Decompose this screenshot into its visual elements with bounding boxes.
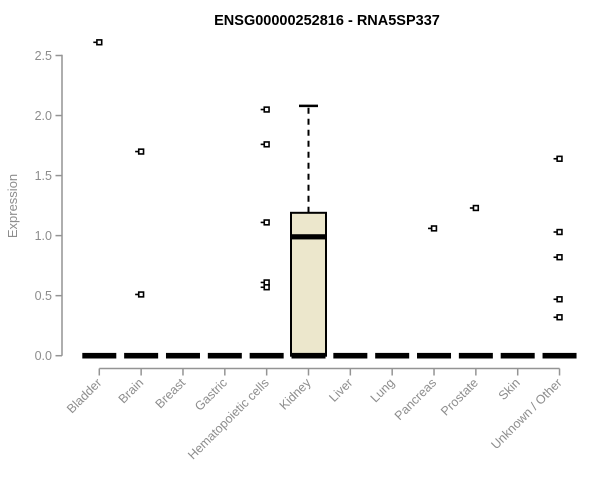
y-axis-tick-label: 0.5 bbox=[35, 289, 52, 303]
y-axis-title: Expression bbox=[5, 174, 20, 238]
median-line-kidney bbox=[291, 234, 326, 240]
zero-bar-brain bbox=[124, 352, 159, 359]
outlier-point-unknown-other bbox=[556, 228, 563, 236]
outlier-point-hematopoietic-cells bbox=[263, 106, 270, 113]
zero-bar-hematopoietic-cells bbox=[249, 352, 284, 359]
x-axis-label-hematopoietic-cells: Hematopoietic cells bbox=[185, 376, 272, 463]
outlier-point-hematopoietic-cells bbox=[263, 219, 270, 226]
zero-bar-kidney bbox=[291, 352, 326, 359]
x-axis-label-kidney: Kidney bbox=[277, 375, 314, 412]
zero-bar-gastric bbox=[207, 352, 242, 359]
zero-bar-lung bbox=[375, 352, 410, 359]
zero-bar-pancreas bbox=[417, 352, 452, 359]
x-axis-label-skin: Skin bbox=[496, 376, 523, 403]
outlier-point-unknown-other bbox=[556, 254, 563, 261]
x-axis-label-pancreas: Pancreas bbox=[392, 376, 439, 423]
zero-bar-breast bbox=[165, 352, 200, 359]
y-axis-tick-label: 1.5 bbox=[35, 169, 52, 183]
y-axis-tick-label: 0.0 bbox=[35, 349, 52, 363]
x-axis-label-prostate: Prostate bbox=[438, 376, 481, 419]
plot-area: 0.0 0.5 1.0 1.5 2.0 2.5 Bladder Brain Breast Gast… bbox=[35, 39, 577, 463]
x-axis-label-unknown-other: Unknown / Other bbox=[488, 376, 564, 452]
y-axis-tick-label: 1.0 bbox=[35, 229, 52, 243]
x-axis-label-liver: Liver bbox=[326, 376, 355, 405]
outlier-point-brain bbox=[137, 291, 145, 298]
zero-bar-prostate bbox=[458, 352, 493, 359]
outlier-point-prostate bbox=[472, 204, 480, 212]
outlier-point-pancreas bbox=[430, 225, 438, 232]
x-axis-label-brain: Brain bbox=[116, 376, 147, 407]
x-axis-label-breast: Breast bbox=[153, 375, 189, 411]
outlier-point-unknown-other bbox=[556, 296, 563, 303]
x-axis-label-gastric: Gastric bbox=[192, 376, 230, 414]
outlier-point-hematopoietic-cells bbox=[263, 141, 270, 148]
y-axis-tick-label: 2.5 bbox=[35, 49, 52, 63]
zero-bar-liver bbox=[333, 352, 368, 359]
chart-title: ENSG00000252816 - RNA5SP337 bbox=[214, 13, 440, 29]
outlier-point-unknown-other bbox=[556, 155, 563, 162]
zero-bar-bladder bbox=[82, 352, 117, 359]
zero-bar-unknown-other bbox=[542, 352, 577, 359]
outlier-point-hematopoietic-cells bbox=[263, 284, 270, 291]
outlier-point-brain bbox=[137, 148, 145, 155]
zero-bar-skin bbox=[500, 352, 535, 359]
y-axis-tick-label: 2.0 bbox=[35, 109, 52, 123]
x-axis-label-lung: Lung bbox=[368, 376, 398, 406]
x-axis-label-bladder: Bladder bbox=[64, 376, 104, 416]
outlier-point-unknown-other bbox=[556, 314, 563, 321]
outlier-point-bladder bbox=[96, 39, 103, 46]
